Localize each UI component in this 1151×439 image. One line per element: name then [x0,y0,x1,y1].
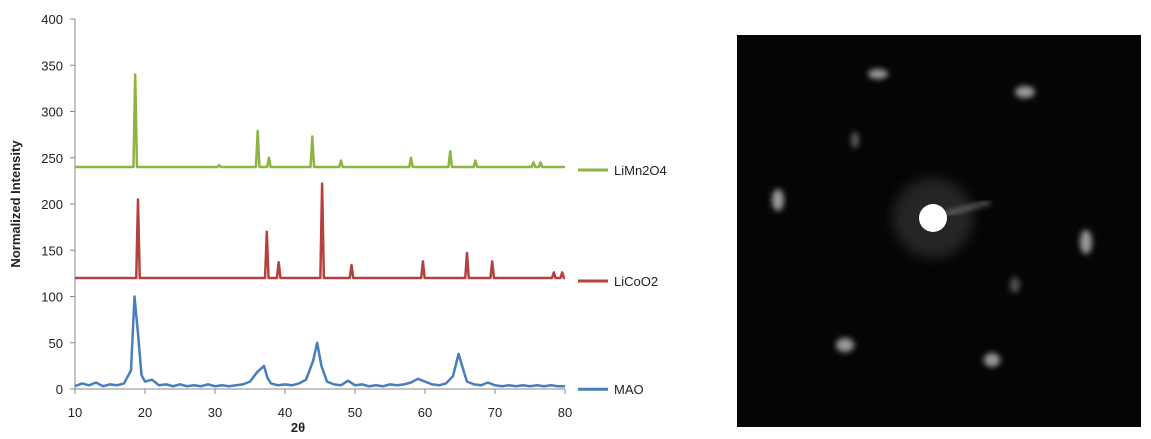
y-tick-label: 200 [41,197,63,212]
legend-label: LiMn2O4 [614,163,667,178]
y-tick-label: 100 [41,290,63,305]
y-tick-label: 400 [41,12,63,27]
y-tick-label: 250 [41,151,63,166]
x-tick-label: 50 [348,405,362,420]
x-tick-label: 70 [488,405,502,420]
y-tick-label: 300 [41,105,63,120]
y-tick-label: 350 [41,58,63,73]
x-tick-label: 20 [138,405,152,420]
x-tick-label: 40 [278,405,292,420]
x-axis-label: 2θ [291,420,305,434]
x-tick-label: 30 [208,405,222,420]
plot: 2θ Normalized Intensity 0 50 100 150 200 250 3… [8,12,667,435]
diffraction-image [737,35,1141,427]
y-axis-label: Normalized Intensity [8,140,23,268]
y-tick-label: 50 [49,336,63,351]
series-line [75,73,565,169]
x-tick-label: 60 [418,405,432,420]
y-tick-label: 150 [41,243,63,258]
series-line [74,295,565,388]
x-tick-label: 10 [68,405,82,420]
legend-label: MAO [614,382,644,397]
series-line [75,182,566,280]
legend-label: LiCoO2 [614,274,658,289]
x-tick-label: 80 [558,405,572,420]
y-tick-label: 0 [56,382,63,397]
